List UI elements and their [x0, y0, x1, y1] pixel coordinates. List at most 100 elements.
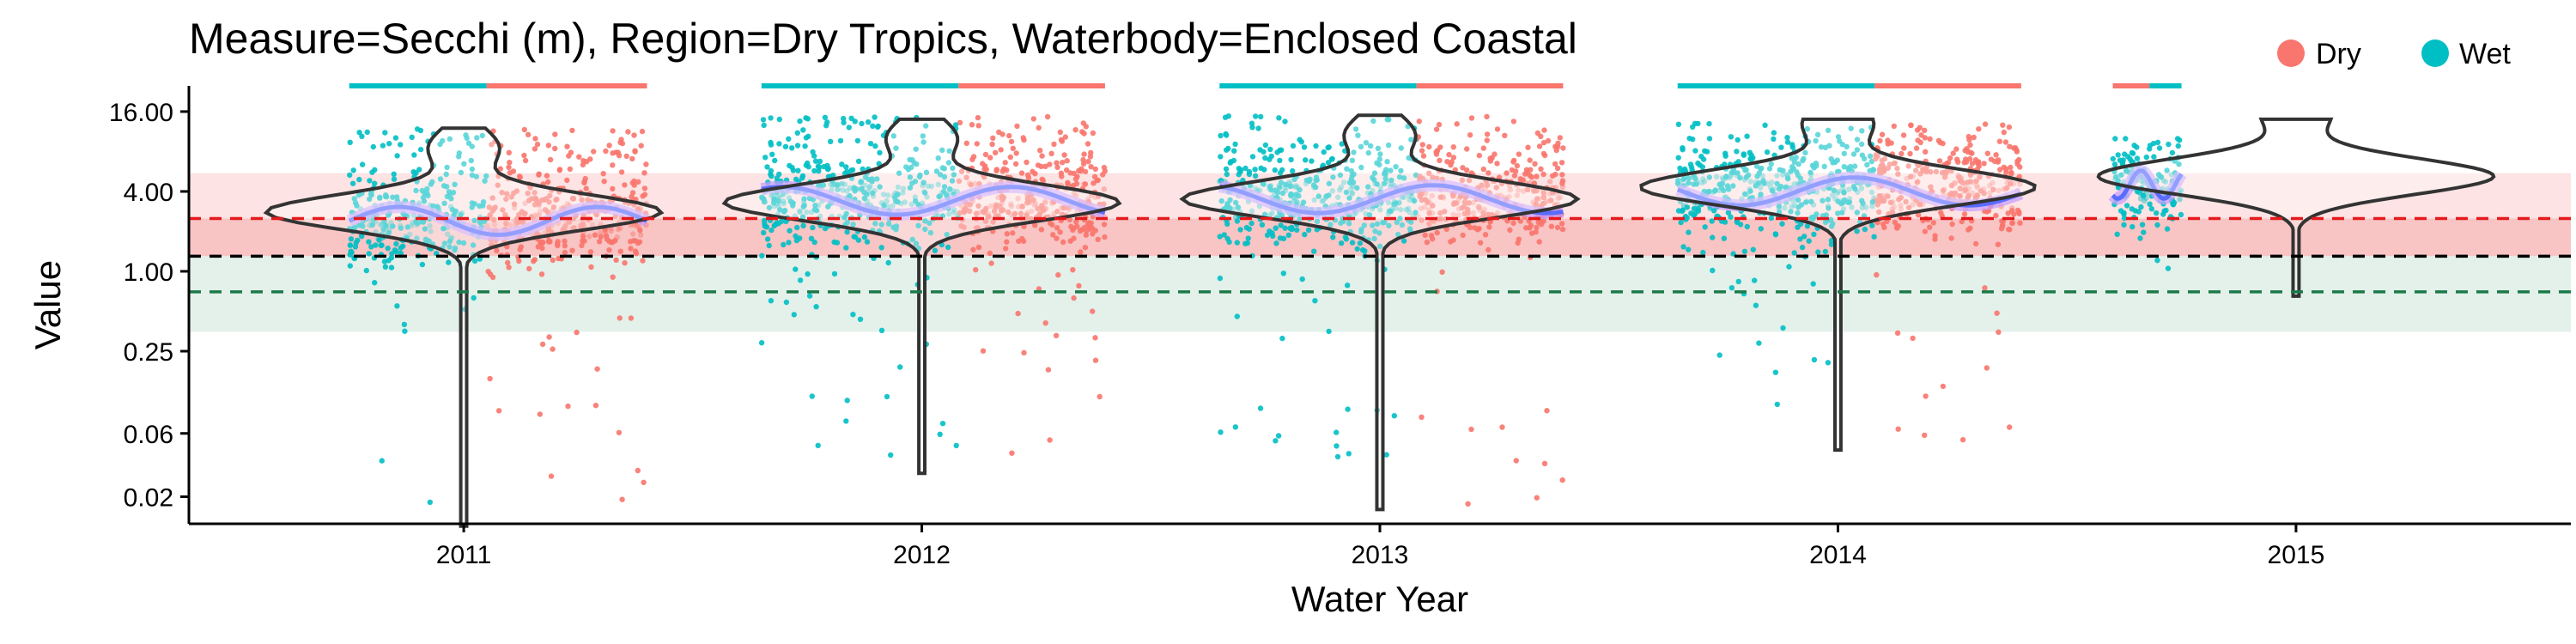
legend-wet-label: Wet [2459, 38, 2511, 70]
data-point [844, 188, 850, 194]
data-point [1971, 134, 1977, 141]
data-point [394, 303, 400, 309]
data-point [812, 203, 818, 209]
data-point [920, 133, 927, 139]
data-point [1024, 172, 1031, 178]
data-point [1430, 203, 1436, 209]
data-point [409, 134, 415, 140]
data-point [907, 185, 914, 191]
data-point [1391, 413, 1398, 419]
data-point [968, 182, 975, 188]
data-point [625, 129, 631, 135]
data-point [1923, 168, 1929, 175]
data-point [1237, 227, 1243, 233]
data-point [1538, 133, 1544, 139]
data-point [852, 188, 858, 194]
data-point [1234, 218, 1241, 224]
data-point [790, 167, 797, 173]
data-point [1728, 285, 1735, 291]
violin-2013 [1179, 113, 1581, 512]
data-point [2156, 145, 2163, 151]
data-point [448, 196, 454, 202]
data-point [1795, 210, 1801, 216]
data-point [776, 116, 782, 123]
data-point [372, 180, 378, 186]
data-point [941, 173, 948, 180]
data-point [787, 198, 794, 204]
data-point [1928, 184, 1934, 190]
data-point [398, 222, 404, 229]
data-point [1399, 222, 1406, 228]
data-point [363, 267, 369, 274]
data-point [419, 261, 426, 268]
data-point [958, 168, 965, 174]
data-point [2002, 186, 2008, 192]
data-point [1515, 240, 1521, 246]
data-point [987, 250, 993, 257]
data-point [1825, 127, 1832, 133]
data-point [1048, 150, 1054, 156]
data-point [1939, 170, 1946, 176]
data-point [388, 264, 395, 270]
data-point [1914, 179, 1920, 185]
data-point [1747, 179, 1754, 185]
data-point [1039, 203, 1045, 209]
data-point [1293, 183, 1299, 189]
data-point [1277, 147, 1283, 154]
data-point [373, 219, 379, 225]
data-point [1298, 139, 1305, 145]
data-point [1829, 192, 1836, 198]
data-point [610, 150, 616, 156]
data-point [447, 191, 453, 197]
data-point [1741, 248, 1748, 254]
data-point [932, 247, 939, 253]
data-point [1337, 172, 1344, 179]
data-point [1088, 164, 1094, 170]
data-point [762, 155, 769, 161]
data-point [1080, 161, 1087, 167]
data-point [811, 153, 817, 159]
data-point [811, 167, 817, 174]
data-point [1311, 197, 1318, 203]
data-point [961, 224, 967, 230]
data-point [1557, 135, 1564, 141]
data-point [380, 143, 386, 149]
data-point [562, 238, 568, 244]
data-point [855, 158, 862, 164]
data-point [355, 222, 362, 228]
data-point [1782, 204, 1788, 211]
data-point [1029, 208, 1035, 215]
data-point [997, 204, 1003, 210]
data-point [1355, 132, 1361, 138]
data-point [631, 182, 637, 188]
data-point [390, 223, 396, 229]
data-point [963, 140, 970, 146]
data-point [1826, 205, 1832, 211]
data-point [1016, 204, 1022, 210]
data-point [632, 149, 638, 155]
data-point [422, 190, 428, 196]
data-point [348, 236, 355, 242]
data-point [1377, 207, 1383, 213]
data-point [1261, 211, 1268, 217]
data-point [461, 161, 467, 167]
data-point [982, 151, 989, 158]
data-point [367, 222, 373, 228]
data-point [786, 240, 792, 246]
data-point [1908, 122, 1914, 128]
data-point [2142, 197, 2148, 204]
data-point [922, 218, 928, 224]
data-point [1877, 167, 1883, 173]
data-point [1790, 166, 1797, 172]
data-point [1397, 216, 1403, 222]
data-point [890, 133, 897, 139]
data-point [1073, 219, 1079, 225]
data-point [1780, 325, 1786, 331]
data-point [600, 171, 606, 177]
data-point [1349, 173, 1355, 179]
data-point [1756, 170, 1762, 176]
data-point [811, 206, 818, 213]
data-point [638, 232, 644, 238]
data-point [376, 237, 382, 243]
data-point [1510, 220, 1516, 227]
